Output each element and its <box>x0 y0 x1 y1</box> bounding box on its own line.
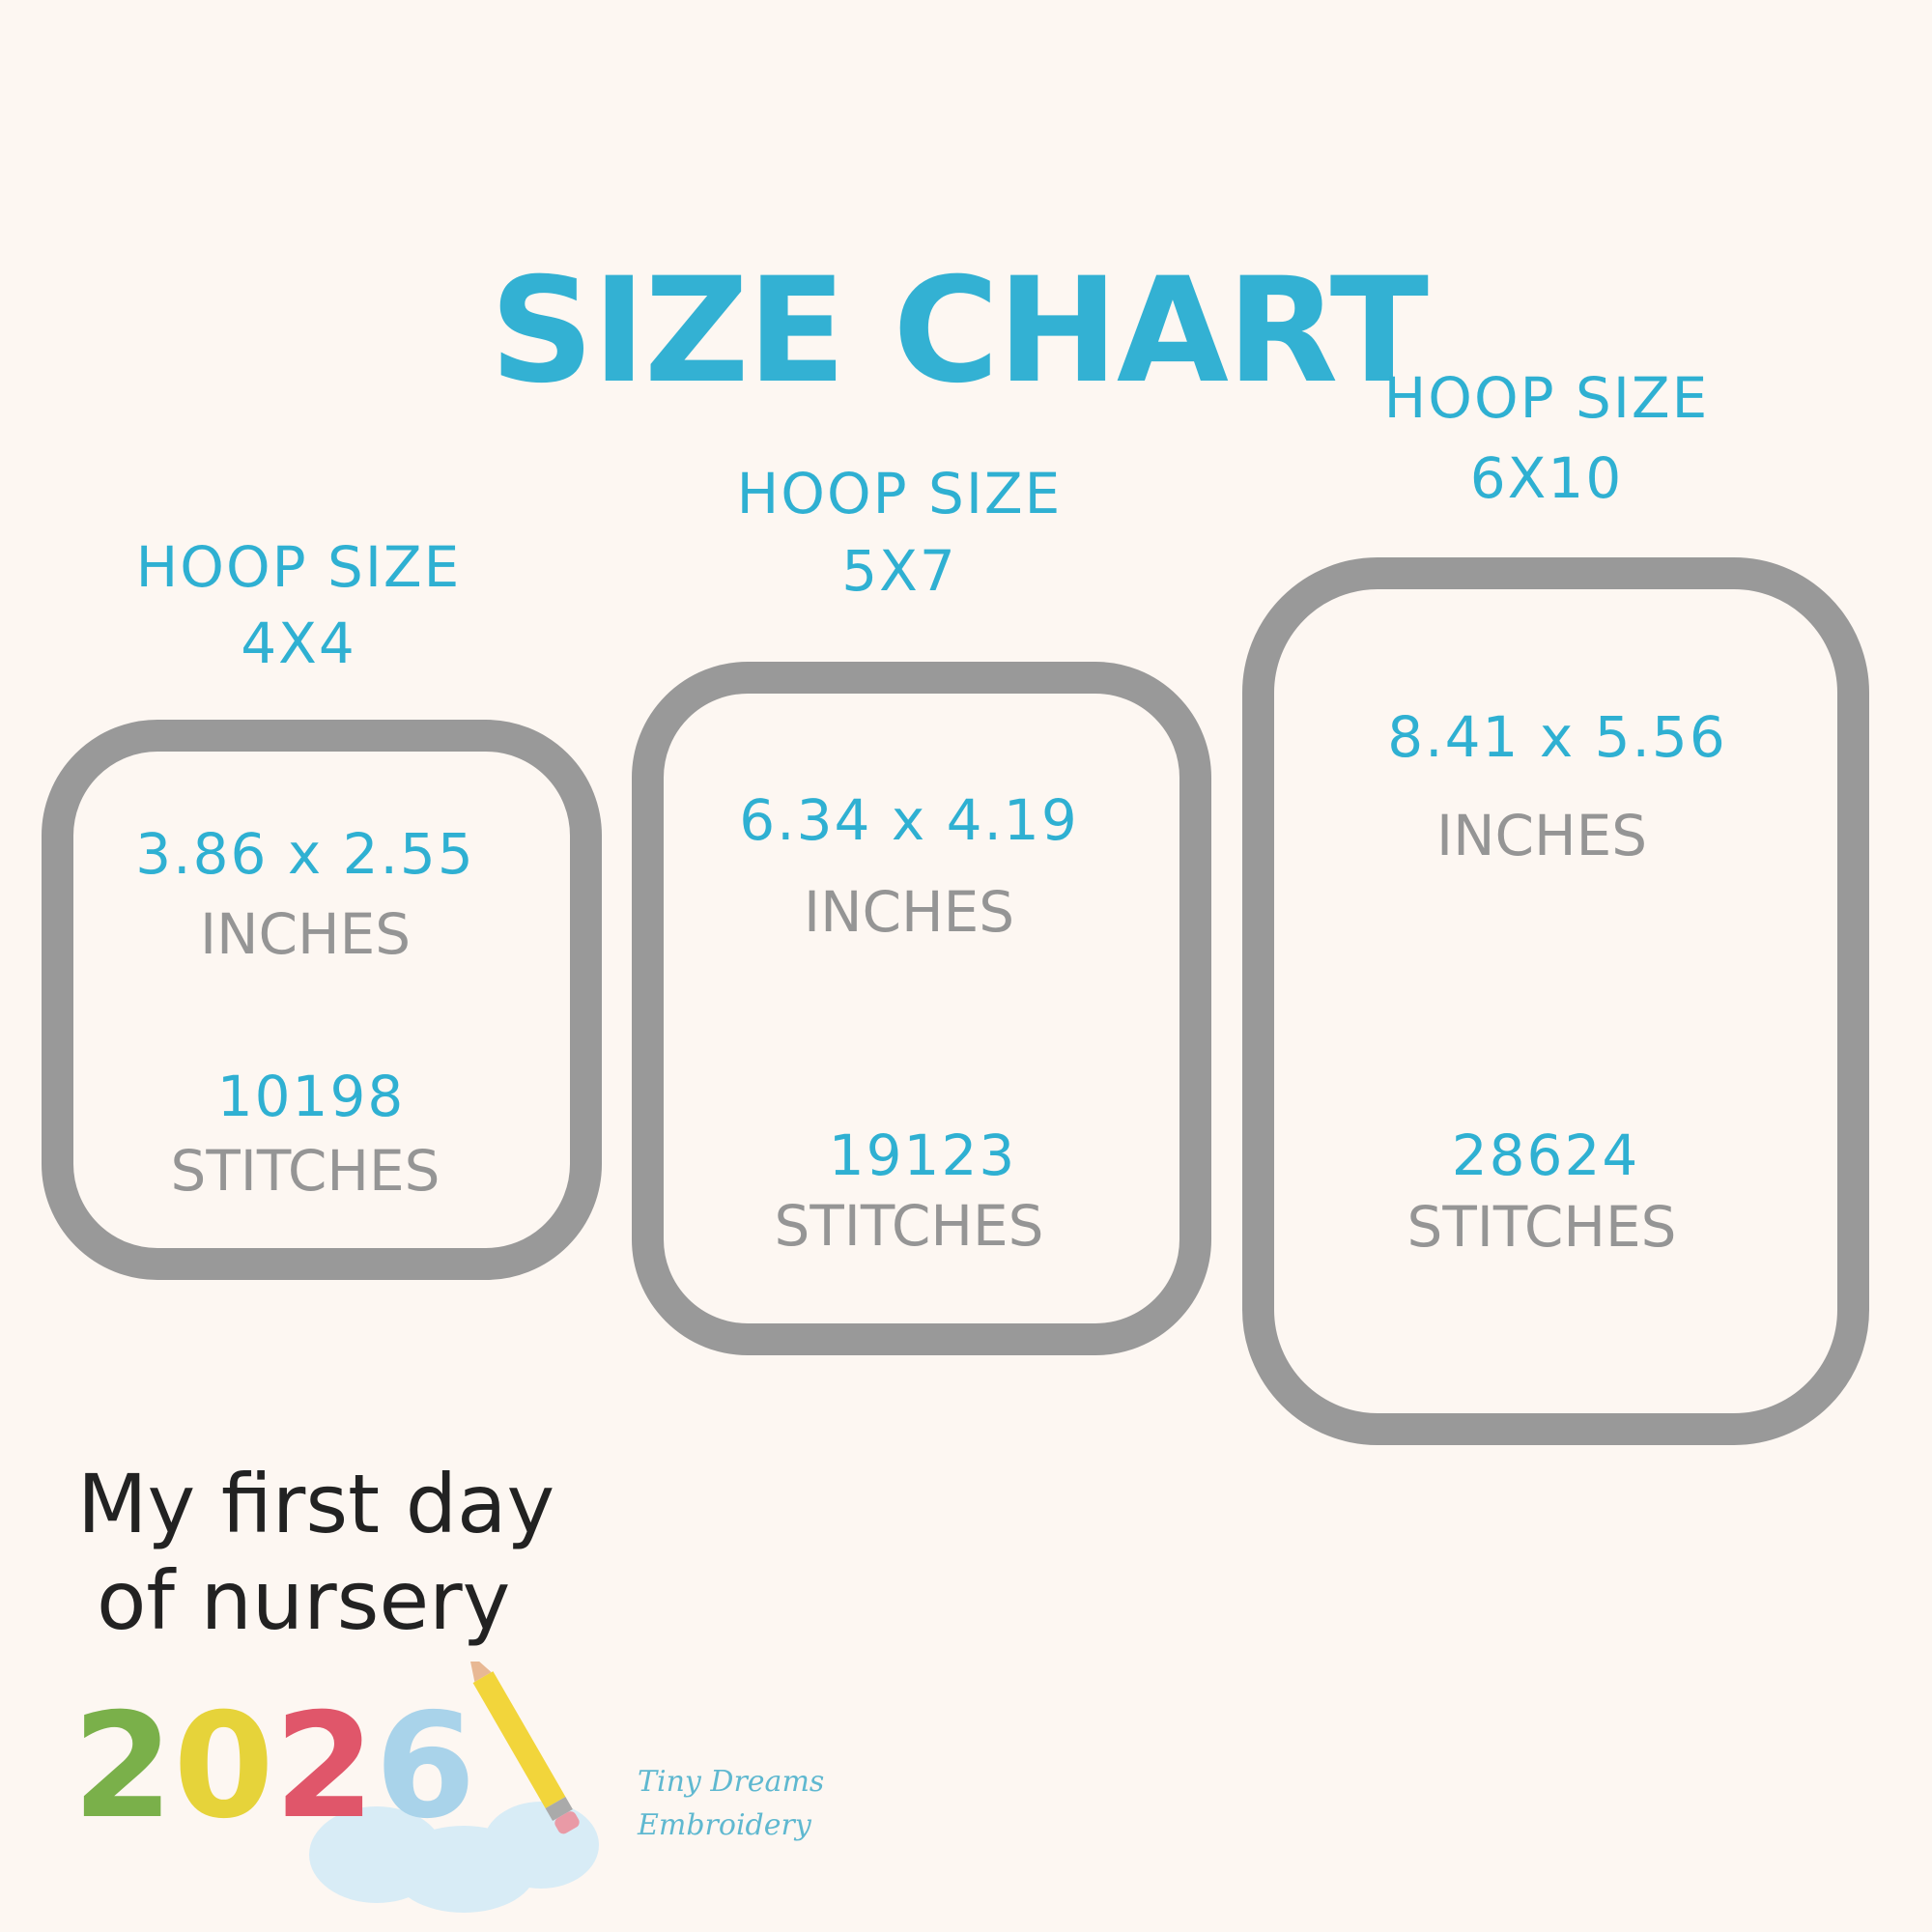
hoop-frame-4x4 <box>42 720 602 1280</box>
stitches-label: STITCHES <box>170 1138 440 1204</box>
hoop-size: 6X10 <box>1469 445 1624 511</box>
design-line-1: My first day <box>77 1457 555 1551</box>
dimensions-unit: INCHES <box>1435 803 1648 868</box>
stitch-count: 10198 <box>216 1064 406 1129</box>
hoop-label: HOOP SIZE <box>1383 365 1710 431</box>
dimensions-unit: INCHES <box>199 901 412 967</box>
dimensions: 6.34 x 4.19 <box>739 787 1079 853</box>
hoop-size: 4X4 <box>241 611 356 676</box>
design-line-2: of nursery <box>97 1553 511 1648</box>
stitches-label: STITCHES <box>1406 1194 1677 1260</box>
hoop-frame-6x10 <box>1242 557 1869 1445</box>
page-title: SIZE CHART <box>489 247 1429 415</box>
design-year: 2026 <box>72 1683 475 1851</box>
stitch-count: 19123 <box>828 1122 1017 1188</box>
stitch-count: 28624 <box>1451 1122 1640 1188</box>
hoop-size: 5X7 <box>841 538 957 604</box>
dimensions-unit: INCHES <box>803 879 1015 945</box>
year-artwork: 2026 <box>72 1662 599 1913</box>
watermark-line-2: Embroidery <box>638 1808 811 1842</box>
hoop-label: HOOP SIZE <box>135 534 462 600</box>
pencil-icon <box>469 1662 580 1834</box>
watermark-line-1: Tiny Dreams <box>638 1765 825 1799</box>
dimensions: 8.41 x 5.56 <box>1387 704 1727 770</box>
hoop-label: HOOP SIZE <box>736 461 1063 526</box>
stitches-label: STITCHES <box>774 1193 1044 1259</box>
hoop-frame-5x7 <box>632 662 1211 1355</box>
dimensions: 3.86 x 2.55 <box>135 821 475 887</box>
cloud-icon <box>309 1802 599 1913</box>
